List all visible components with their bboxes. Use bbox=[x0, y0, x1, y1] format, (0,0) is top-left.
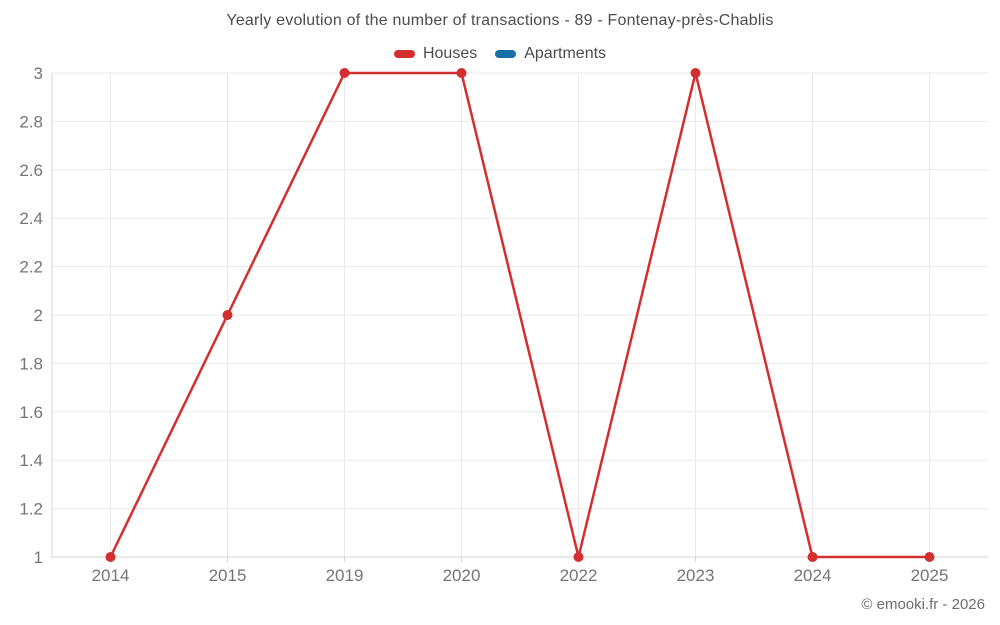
legend-label-apartments: Apartments bbox=[524, 45, 607, 62]
houses-data-point[interactable] bbox=[339, 68, 350, 78]
houses-data-point[interactable] bbox=[456, 68, 467, 78]
y-axis-label: 1.4 bbox=[19, 451, 43, 470]
houses-data-point[interactable] bbox=[690, 68, 701, 78]
y-axis-label: 1 bbox=[34, 548, 43, 567]
x-axis-label: 2022 bbox=[560, 566, 598, 585]
x-axis-label: 2015 bbox=[209, 566, 247, 585]
legend-item-apartments[interactable]: Apartments bbox=[495, 45, 606, 63]
y-axis-label: 2.6 bbox=[19, 161, 43, 180]
houses-data-point[interactable] bbox=[222, 310, 233, 320]
y-axis-label: 1.2 bbox=[19, 500, 43, 519]
houses-data-point[interactable] bbox=[573, 552, 584, 562]
legend-item-houses[interactable]: Houses bbox=[393, 45, 478, 63]
y-axis-label: 1.8 bbox=[19, 354, 43, 373]
x-axis-label: 2014 bbox=[92, 566, 130, 585]
houses-data-point[interactable] bbox=[924, 552, 935, 562]
y-axis-label: 2.4 bbox=[19, 209, 43, 228]
y-axis-label: 2 bbox=[34, 306, 43, 325]
y-axis-label: 2.8 bbox=[19, 112, 43, 131]
x-axis-label: 2023 bbox=[677, 566, 715, 585]
x-axis-label: 2020 bbox=[443, 566, 481, 585]
houses-line-series bbox=[109, 71, 931, 559]
houses-series-swatch-icon bbox=[393, 50, 415, 58]
y-axis-label: 2.2 bbox=[19, 258, 43, 277]
x-axis-label: 2025 bbox=[911, 566, 949, 585]
x-axis-label: 2024 bbox=[794, 566, 832, 585]
copyright-note: © emooki.fr - 2026 bbox=[861, 596, 985, 613]
houses-data-point[interactable] bbox=[105, 552, 116, 562]
legend: Houses Apartments bbox=[0, 44, 1000, 64]
legend-label-houses: Houses bbox=[422, 45, 478, 62]
houses-data-point[interactable] bbox=[807, 552, 818, 562]
chart-title: Yearly evolution of the number of transa… bbox=[226, 12, 774, 29]
x-axis-label: 2019 bbox=[326, 566, 364, 585]
y-axis-label: 3 bbox=[34, 64, 43, 83]
y-axis-label: 1.6 bbox=[19, 403, 43, 422]
apartments-series-swatch-icon bbox=[495, 50, 517, 58]
